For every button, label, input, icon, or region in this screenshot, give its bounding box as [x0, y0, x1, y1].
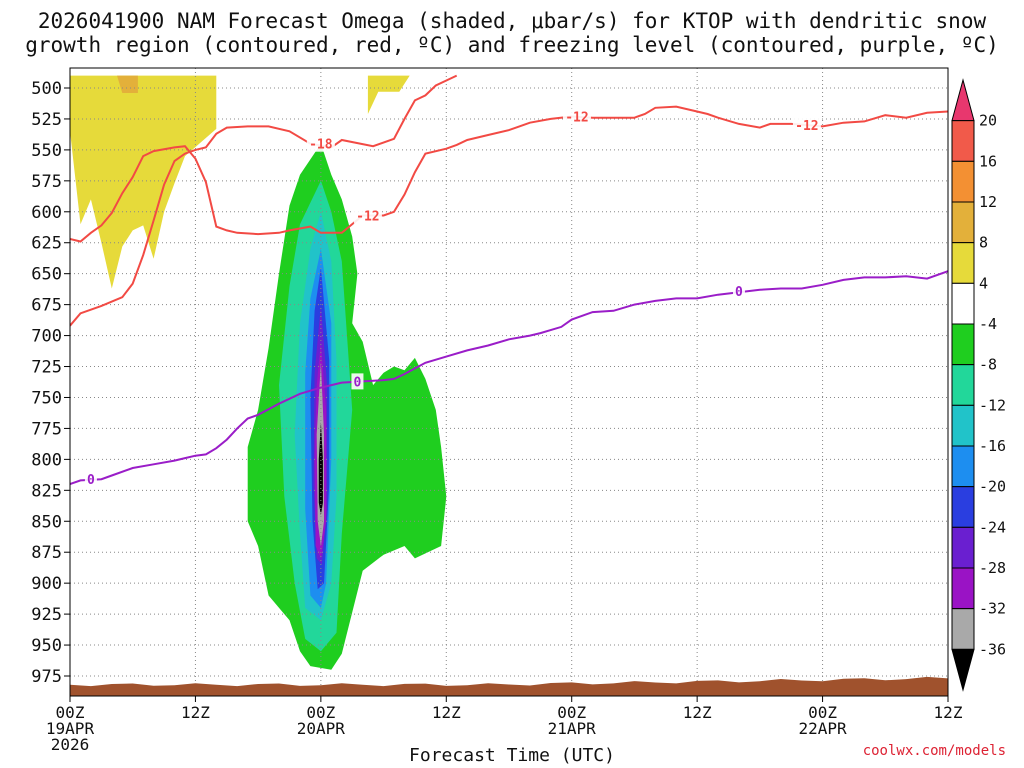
x-tick-label: 19APR [46, 719, 95, 738]
omega-region-0 [70, 75, 217, 289]
y-tick-label: 775 [31, 419, 62, 439]
contour-line-4 [70, 270, 948, 486]
x-tick-label: 12Z [934, 703, 963, 722]
colorbar-swatch-13 [951, 608, 975, 650]
colorbar-swatch-3 [951, 201, 975, 244]
x-tick-label: 12Z [683, 703, 712, 722]
terrain-ground [70, 676, 948, 696]
colorbar-label: -4 [979, 315, 997, 333]
y-tick-label: 875 [31, 543, 62, 563]
y-tick-label: 750 [31, 388, 62, 408]
colorbar-swatch-5 [951, 282, 975, 325]
contour-label-6: 0 [354, 375, 362, 390]
y-tick-label: 600 [31, 203, 62, 223]
y-tick-label: 500 [31, 79, 62, 99]
colorbar-swatch-11 [951, 526, 975, 569]
y-tick-label: 925 [31, 605, 62, 625]
chart-title-line1: 2026041900 NAM Forecast Omega (shaded, μ… [37, 9, 987, 33]
y-tick-label: 550 [31, 141, 62, 161]
y-tick-label: 650 [31, 265, 62, 285]
x-tick-label: 00Z [56, 703, 85, 722]
x-tick-label: 00Z [557, 703, 586, 722]
colorbar-label: 12 [979, 193, 997, 211]
colorbar-label: -24 [979, 518, 1006, 536]
y-tick-label: 725 [31, 358, 62, 378]
x-tick-label: 12Z [181, 703, 210, 722]
x-tick-label: 12Z [432, 703, 461, 722]
colorbar-label: -8 [979, 356, 997, 374]
contour-label-4: 0 [87, 473, 95, 488]
x-tick-label: 00Z [306, 703, 335, 722]
colorbar-label: 20 [979, 112, 997, 130]
contour-label-bg [732, 283, 745, 300]
colorbar-label: -36 [979, 640, 1006, 658]
x-tick-label: 20APR [297, 719, 346, 738]
x-tick-label: 22APR [798, 719, 847, 738]
colorbar-swatch-0 [951, 78, 975, 122]
colorbar-label: 16 [979, 152, 997, 170]
x-axis-label: Forecast Time (UTC) [409, 745, 615, 766]
y-tick-label: 700 [31, 327, 62, 347]
chart-title-line2: growth region (contoured, red, ºC) and f… [25, 33, 999, 57]
colorbar-swatch-2 [951, 160, 975, 203]
colorbar-swatch-1 [951, 120, 975, 162]
colorbar-swatch-10 [951, 486, 975, 528]
y-tick-label: 575 [31, 172, 62, 192]
y-tick-label: 950 [31, 636, 62, 656]
contour-line-1 [70, 105, 948, 243]
y-tick-label: 800 [31, 450, 62, 470]
y-tick-label: 825 [31, 481, 62, 501]
contour-label-bg [306, 135, 335, 152]
x-tick-label: 00Z [808, 703, 837, 722]
x-tick-label: 2026 [51, 735, 90, 754]
colorbar-label: 8 [979, 234, 988, 252]
contour-label-1: -12 [356, 210, 379, 225]
contour-label-2: -12 [565, 110, 588, 125]
colorbar-label: -28 [979, 559, 1006, 577]
contour-label-bg [562, 108, 591, 125]
colorbar-swatch-8 [951, 404, 975, 447]
y-tick-label: 900 [31, 574, 62, 594]
contour-label-0: -18 [309, 138, 333, 153]
plot-area: -18 -12 -12 -12 0 0 0 [70, 68, 948, 696]
colorbar-swatch-6 [951, 323, 975, 366]
y-tick-label: 525 [31, 110, 62, 130]
colorbar-label: -32 [979, 600, 1006, 618]
y-tick-label: 975 [31, 667, 62, 687]
contour-label-bg [353, 207, 382, 224]
contour-label-3: -12 [795, 119, 818, 134]
contour-label-bg [84, 471, 97, 488]
colorbar-swatch-7 [951, 364, 975, 406]
colorbar-label: 4 [979, 274, 988, 292]
colorbar-swatch-4 [951, 242, 975, 284]
colorbar-label: -12 [979, 396, 1006, 414]
colorbar-swatch-9 [951, 445, 975, 488]
x-tick-label: 21APR [548, 719, 597, 738]
y-tick-label: 850 [31, 512, 62, 532]
colorbar-label: -16 [979, 437, 1006, 455]
contour-label-5: 0 [735, 285, 743, 300]
contour-label-bg [351, 373, 364, 390]
contour-line-0 [70, 74, 458, 327]
colorbar-swatch-14 [951, 648, 975, 692]
y-tick-label: 675 [31, 296, 62, 316]
colorbar-swatch-12 [951, 567, 975, 610]
omega-region-1 [367, 75, 410, 114]
contour-label-bg [792, 117, 821, 134]
plot-frame [69, 67, 949, 697]
y-tick-label: 625 [31, 234, 62, 254]
colorbar-label: -20 [979, 478, 1006, 496]
credit-text: coolwx.com/models [862, 743, 1006, 759]
omega-region-2 [117, 75, 138, 93]
